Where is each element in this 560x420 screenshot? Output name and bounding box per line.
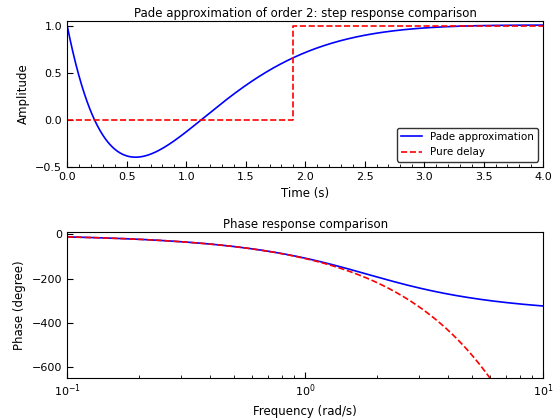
X-axis label: Time (s): Time (s) [281,187,329,200]
Pade approximation [88,235,95,240]
Pade approximation [295,254,302,259]
Pure delay [290,117,297,122]
Pure delay [295,255,302,260]
Pure delay [290,117,297,122]
Title: Pade approximation of order 2: step response comparison: Pade approximation of order 2: step resp… [134,7,477,20]
Pure delay [64,117,71,122]
Line: Pure delay: Pure delay [67,237,543,420]
Pade approximation [526,302,533,307]
Y-axis label: Phase (degree): Phase (degree) [13,260,26,350]
Legend: Pade approximation, Pure delay: Pade approximation, Pure delay [396,128,538,162]
X-axis label: Frequency (rad/s): Frequency (rad/s) [253,405,357,418]
Line: Pade approximation: Pade approximation [67,25,543,157]
Pure delay [88,235,95,240]
Pade approximation [64,23,71,28]
Line: Pure delay: Pure delay [67,26,543,120]
Pade approximation [296,52,302,58]
Pade approximation [283,58,290,63]
Pure delay [540,23,547,28]
Pure delay [283,252,290,257]
Pade approximation [438,290,445,295]
Pade approximation [540,23,547,28]
Y-axis label: Amplitude: Amplitude [17,63,30,124]
Pade approximation [526,23,533,28]
Pade approximation [88,110,95,116]
Pure delay [290,23,297,28]
Title: Phase response comparison: Phase response comparison [223,218,388,231]
Pade approximation [64,234,71,239]
Pade approximation [540,304,547,309]
Pade approximation [283,252,290,257]
Pade approximation [526,302,533,307]
Line: Pade approximation: Pade approximation [67,237,543,306]
Pure delay [438,322,445,327]
Pade approximation [439,24,446,29]
Pade approximation [526,23,533,28]
Pade approximation [132,155,139,160]
Pure delay [64,234,71,239]
